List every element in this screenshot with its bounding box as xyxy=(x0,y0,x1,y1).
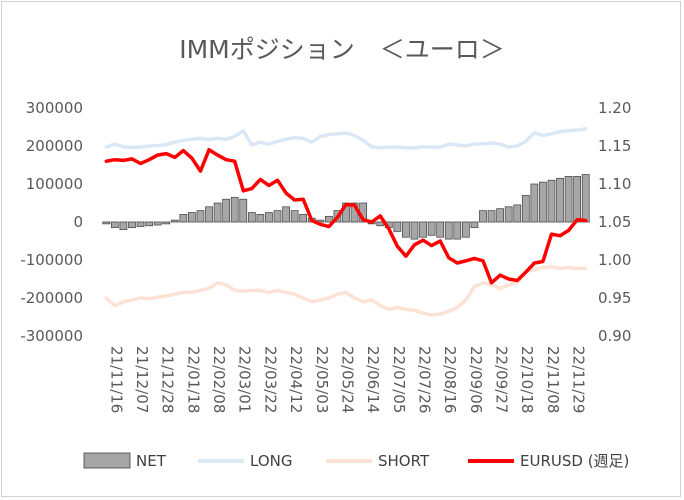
net-bar xyxy=(136,221,145,227)
net-bar xyxy=(145,221,153,227)
left-tick-label: 100000 xyxy=(26,175,83,193)
net-bar xyxy=(170,219,179,223)
net-bar xyxy=(205,206,213,223)
net-bar xyxy=(273,210,282,223)
net-bar xyxy=(556,177,564,223)
net-bars xyxy=(102,174,590,240)
right-tick-label: 1.15 xyxy=(598,137,631,155)
net-bar xyxy=(402,221,410,238)
x-tick-label: 22/05/03 xyxy=(313,346,331,413)
net-bar xyxy=(539,181,547,223)
legend-label-short: SHORT xyxy=(378,452,430,470)
net-bar xyxy=(282,206,290,223)
chart-title: IMMポジション ＜ユーロ＞ xyxy=(179,35,505,64)
left-tick-label: -100000 xyxy=(20,251,83,269)
net-bar xyxy=(427,221,436,236)
x-tick-label: 22/06/14 xyxy=(364,346,382,413)
right-tick-label: 1.10 xyxy=(598,175,631,193)
x-tick-label: 21/12/28 xyxy=(159,346,177,413)
net-bar xyxy=(188,212,196,223)
net-bar xyxy=(496,208,504,223)
net-bar xyxy=(479,210,487,223)
legend-label-eurusd: EURUSD (週足) xyxy=(520,452,629,470)
net-bar xyxy=(419,221,427,238)
left-tick-label: 0 xyxy=(73,213,83,231)
net-bar xyxy=(265,212,273,223)
legend-swatch-net xyxy=(83,452,131,469)
net-bar xyxy=(564,176,573,223)
x-tick-label: 22/10/18 xyxy=(518,346,536,413)
net-bar xyxy=(230,196,239,223)
series-lines xyxy=(104,127,588,317)
right-tick-label: 1.05 xyxy=(598,213,631,231)
right-axis-ticks: 0.90 0.95 1.00 1.05 1.10 1.15 1.20 xyxy=(598,99,631,345)
x-tick-label: 22/07/26 xyxy=(415,346,433,413)
legend-label-long: LONG xyxy=(250,452,292,470)
net-bar xyxy=(461,221,470,238)
x-tick-label: 22/11/29 xyxy=(570,346,588,413)
left-tick-label: 300000 xyxy=(26,99,83,117)
series-line-long xyxy=(104,127,588,150)
net-bar xyxy=(213,202,222,223)
x-tick-label: 22/07/05 xyxy=(390,346,408,413)
x-tick-label: 22/03/01 xyxy=(236,346,254,413)
net-bar xyxy=(444,221,453,240)
net-bar xyxy=(179,214,188,223)
x-tick-label: 22/09/06 xyxy=(467,346,485,413)
net-bar xyxy=(299,214,308,223)
right-tick-label: 0.90 xyxy=(598,327,631,345)
net-bar xyxy=(256,214,265,223)
net-bar xyxy=(239,198,248,223)
x-tick-label: 22/04/12 xyxy=(287,346,305,413)
net-bar xyxy=(196,210,205,223)
net-bar xyxy=(222,198,231,223)
x-tick-label: 22/11/08 xyxy=(544,346,562,413)
net-bar xyxy=(393,221,402,232)
net-bar xyxy=(573,176,582,223)
x-tick-label: 22/01/18 xyxy=(184,346,202,413)
legend-label-net: NET xyxy=(136,452,167,470)
x-tick-label: 22/02/08 xyxy=(210,346,228,413)
net-bar xyxy=(128,221,136,229)
series-line-eurusd xyxy=(104,148,588,285)
net-bar xyxy=(110,221,119,229)
net-bar xyxy=(521,195,530,223)
net-bar xyxy=(487,210,496,223)
net-bar xyxy=(410,221,419,240)
x-tick-label: 22/05/24 xyxy=(338,346,356,413)
net-bar xyxy=(547,179,556,223)
net-bar xyxy=(530,183,539,223)
series-line-short xyxy=(104,265,588,317)
x-tick-label: 21/12/07 xyxy=(133,346,151,413)
left-tick-label: -300000 xyxy=(20,327,83,345)
net-bar xyxy=(436,221,445,238)
net-bar xyxy=(153,221,162,226)
net-bar xyxy=(247,212,256,223)
left-tick-label: -200000 xyxy=(20,289,83,307)
left-axis-ticks: -300000 -200000 -100000 0 100000 200000 300000 xyxy=(20,99,590,345)
net-bar xyxy=(162,221,171,225)
net-bar xyxy=(325,215,333,223)
x-tick-label: 22/09/27 xyxy=(493,346,511,413)
net-bar xyxy=(581,174,590,223)
net-bar xyxy=(504,206,513,223)
net-bar xyxy=(290,210,299,223)
net-bar xyxy=(102,221,111,225)
legend: NET LONG SHORT EURUSD (週足) xyxy=(83,452,629,470)
net-bar xyxy=(513,204,522,223)
right-tick-label: 1.00 xyxy=(598,251,631,269)
x-axis-labels: 21/11/16 21/12/07 21/12/28 22/01/18 22/02/08… xyxy=(107,346,587,413)
x-tick-label: 22/08/16 xyxy=(441,346,459,413)
right-tick-label: 0.95 xyxy=(598,289,631,307)
net-bar xyxy=(119,221,128,230)
x-tick-label: 21/11/16 xyxy=(107,346,125,413)
net-bar xyxy=(470,221,479,229)
x-tick-label: 22/03/22 xyxy=(261,346,279,413)
left-tick-label: 200000 xyxy=(26,137,83,155)
net-bar xyxy=(453,221,462,240)
right-tick-label: 1.20 xyxy=(598,99,631,117)
